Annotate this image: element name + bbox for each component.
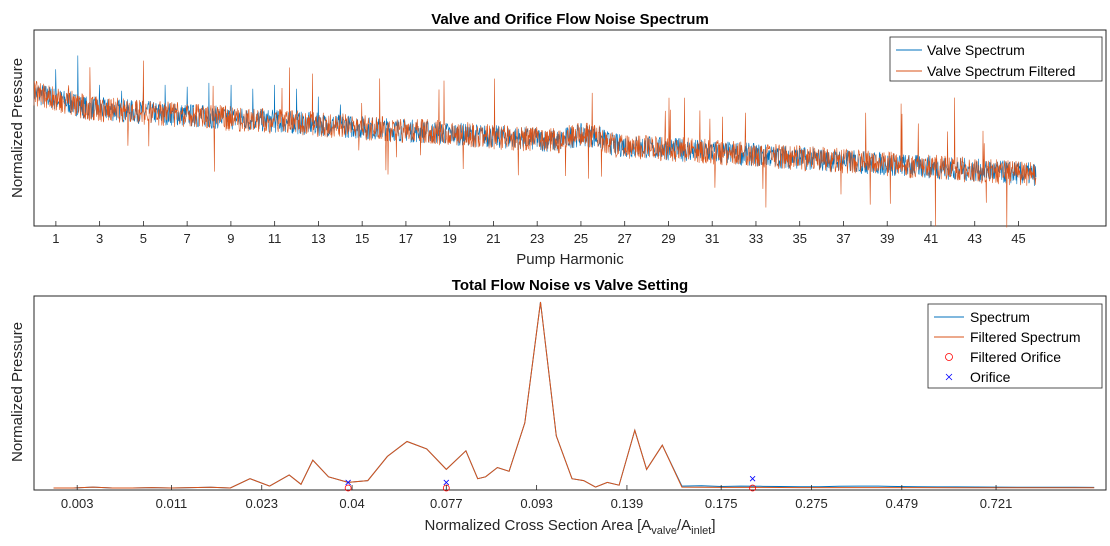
bottom-axes-box (33, 295, 1107, 491)
top-x-tick-label: 37 (836, 231, 850, 246)
top-x-tick-label: 5 (140, 231, 147, 246)
bottom-x-tick-label: 0.721 (980, 496, 1013, 511)
top-x-tick-label: 1 (52, 231, 59, 246)
bottom-plot-lines (53, 301, 1095, 489)
bottom-x-tick-label: 0.175 (705, 496, 738, 511)
bottom-legend-marker-filtered-orifice (945, 353, 953, 361)
bottom-ylabel: Normalized Pressure (9, 322, 26, 462)
top-x-tick-label: 25 (574, 231, 588, 246)
top-legend-label-valve-spectrum-filtered: Valve Spectrum Filtered (927, 63, 1075, 79)
top-xlabel: Pump Harmonic (516, 251, 624, 268)
top-x-ticks: 1 3 5 7 9 11 13 15 17 19 21 23 25 27 29 31 33 35 37 39 41 43 4… (52, 221, 1026, 246)
top-legend: Valve Spectrum Valve Spectrum Filtered (889, 36, 1103, 82)
top-x-tick-label: 29 (661, 231, 675, 246)
top-x-tick-label: 45 (1011, 231, 1025, 246)
top-x-tick-label: 23 (530, 231, 544, 246)
top-x-tick-label: 31 (705, 231, 719, 246)
bottom-x-tick-label: 0.139 (611, 496, 644, 511)
bottom-series-filtered-spectrum (53, 301, 1095, 489)
bottom-xlabel-main: Normalized Cross Section Area [A (425, 517, 652, 534)
top-plot-lines (33, 55, 1037, 228)
bottom-legend-label-orifice: Orifice (970, 369, 1011, 385)
bottom-legend-label-filtered-spectrum: Filtered Spectrum (970, 329, 1080, 345)
top-x-tick-label: 7 (184, 231, 191, 246)
bottom-plot-markers (344, 475, 756, 492)
top-x-tick-label: 13 (311, 231, 325, 246)
top-plot-title: Valve and Orifice Flow Noise Spectrum (431, 11, 709, 28)
bottom-x-tick-label: 0.023 (245, 496, 278, 511)
top-x-tick-label: 9 (227, 231, 234, 246)
bottom-xlabel-end: ] (711, 517, 715, 534)
top-x-tick-label: 39 (880, 231, 894, 246)
bottom-x-tick-label: 0.275 (795, 496, 828, 511)
top-x-tick-label: 3 (96, 231, 103, 246)
top-x-tick-label: 17 (399, 231, 413, 246)
bottom-x-tick-label: 0.077 (430, 496, 463, 511)
bottom-plot: Total Flow Noise vs Valve Setting 0.003 0… (9, 277, 1107, 537)
bottom-xlabel-sub-valve: valve (651, 525, 677, 537)
bottom-orifice-marker (345, 479, 351, 486)
bottom-legend-label-filtered-orifice: Filtered Orifice (970, 349, 1061, 365)
bottom-xlabel-sub-inlet: inlet (691, 525, 711, 537)
top-x-tick-label: 33 (749, 231, 763, 246)
bottom-x-ticks: 0.003 0.011 0.023 0.04 0.077 0.093 0.139 0.175 0… (61, 485, 1012, 511)
bottom-x-tick-label: 0.093 (520, 496, 553, 511)
bottom-plot-title: Total Flow Noise vs Valve Setting (452, 277, 688, 294)
top-x-tick-label: 19 (442, 231, 456, 246)
bottom-xlabel: Normalized Cross Section Area [Avalve/Ai… (425, 517, 716, 537)
bottom-x-tick-label: 0.003 (61, 496, 94, 511)
bottom-x-tick-label: 0.479 (886, 496, 919, 511)
bottom-x-tick-label: 0.04 (339, 496, 364, 511)
top-series-valve-spectrum-filtered (33, 60, 1037, 228)
top-x-tick-label: 41 (924, 231, 938, 246)
bottom-x-tick-label: 0.011 (156, 496, 188, 511)
top-x-tick-label: 11 (268, 231, 282, 246)
bottom-legend-label-spectrum: Spectrum (970, 309, 1030, 325)
top-legend-box (889, 36, 1103, 82)
top-x-tick-label: 21 (486, 231, 500, 246)
bottom-legend: Spectrum Filtered Spectrum Filtered Orif… (927, 303, 1103, 389)
bottom-orifice-marker (749, 475, 756, 482)
top-ylabel: Normalized Pressure (9, 58, 26, 198)
bottom-xlabel-mid: /A (677, 517, 691, 534)
bottom-orifice-marker (443, 479, 450, 486)
bottom-filtered-orifice-marker (344, 484, 352, 492)
top-x-tick-label: 27 (617, 231, 631, 246)
bottom-filtered-orifice-marker (749, 484, 756, 492)
bottom-legend-box (927, 303, 1103, 389)
bottom-legend-marker-orifice (945, 373, 953, 381)
top-x-tick-label: 43 (968, 231, 982, 246)
top-legend-label-valve-spectrum: Valve Spectrum (927, 42, 1025, 58)
top-x-tick-label: 35 (792, 231, 806, 246)
top-x-tick-label: 15 (355, 231, 369, 246)
